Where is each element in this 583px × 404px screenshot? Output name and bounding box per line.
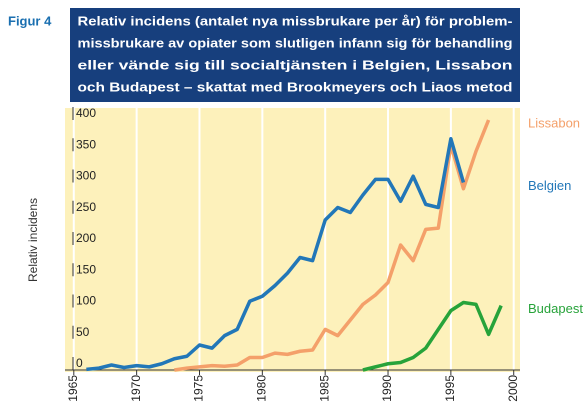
- x-tick-label: 1970: [129, 375, 143, 402]
- x-tick-label: 1995: [443, 375, 457, 402]
- plot-area: [65, 108, 520, 372]
- y-tick-label: 300: [76, 169, 96, 183]
- y-tick-label: 0: [76, 356, 83, 370]
- chart-title: och Budapest – skattat med Brookmeyers o…: [78, 79, 513, 94]
- title-box: [70, 8, 520, 102]
- y-tick-label: 250: [76, 200, 96, 214]
- chart-title: eller vände sig till socialtjänsten i Be…: [78, 57, 513, 72]
- legend-label: Belgien: [528, 178, 571, 193]
- x-tick-label: 1985: [317, 375, 331, 402]
- y-tick-label: 400: [76, 106, 96, 120]
- chart-title: missbrukare av opiater som slutligen inf…: [78, 35, 513, 50]
- legend-label: Budapest: [528, 301, 583, 316]
- y-tick-label: 350: [76, 137, 96, 151]
- line-series: [362, 300, 503, 372]
- x-tick-label: 1975: [192, 375, 206, 402]
- x-tick-label: 1980: [255, 375, 269, 402]
- y-tick-label: 150: [76, 262, 96, 276]
- figure-label: Figur 4: [8, 13, 52, 28]
- line-series: [86, 137, 466, 372]
- legend-label: Lissabon: [528, 115, 580, 130]
- x-tick-label: 1990: [380, 375, 394, 402]
- y-tick-label: 100: [76, 294, 96, 308]
- x-tick-label: 1965: [66, 375, 80, 402]
- y-tick-label: 200: [76, 231, 96, 245]
- line-series: [174, 119, 491, 372]
- chart-title: Relativ incidens (antalet nya missbrukar…: [78, 13, 513, 28]
- y-axis-label: Relativ incidens: [26, 198, 40, 282]
- x-tick-label: 2000: [506, 375, 520, 402]
- y-tick-label: 50: [76, 325, 90, 339]
